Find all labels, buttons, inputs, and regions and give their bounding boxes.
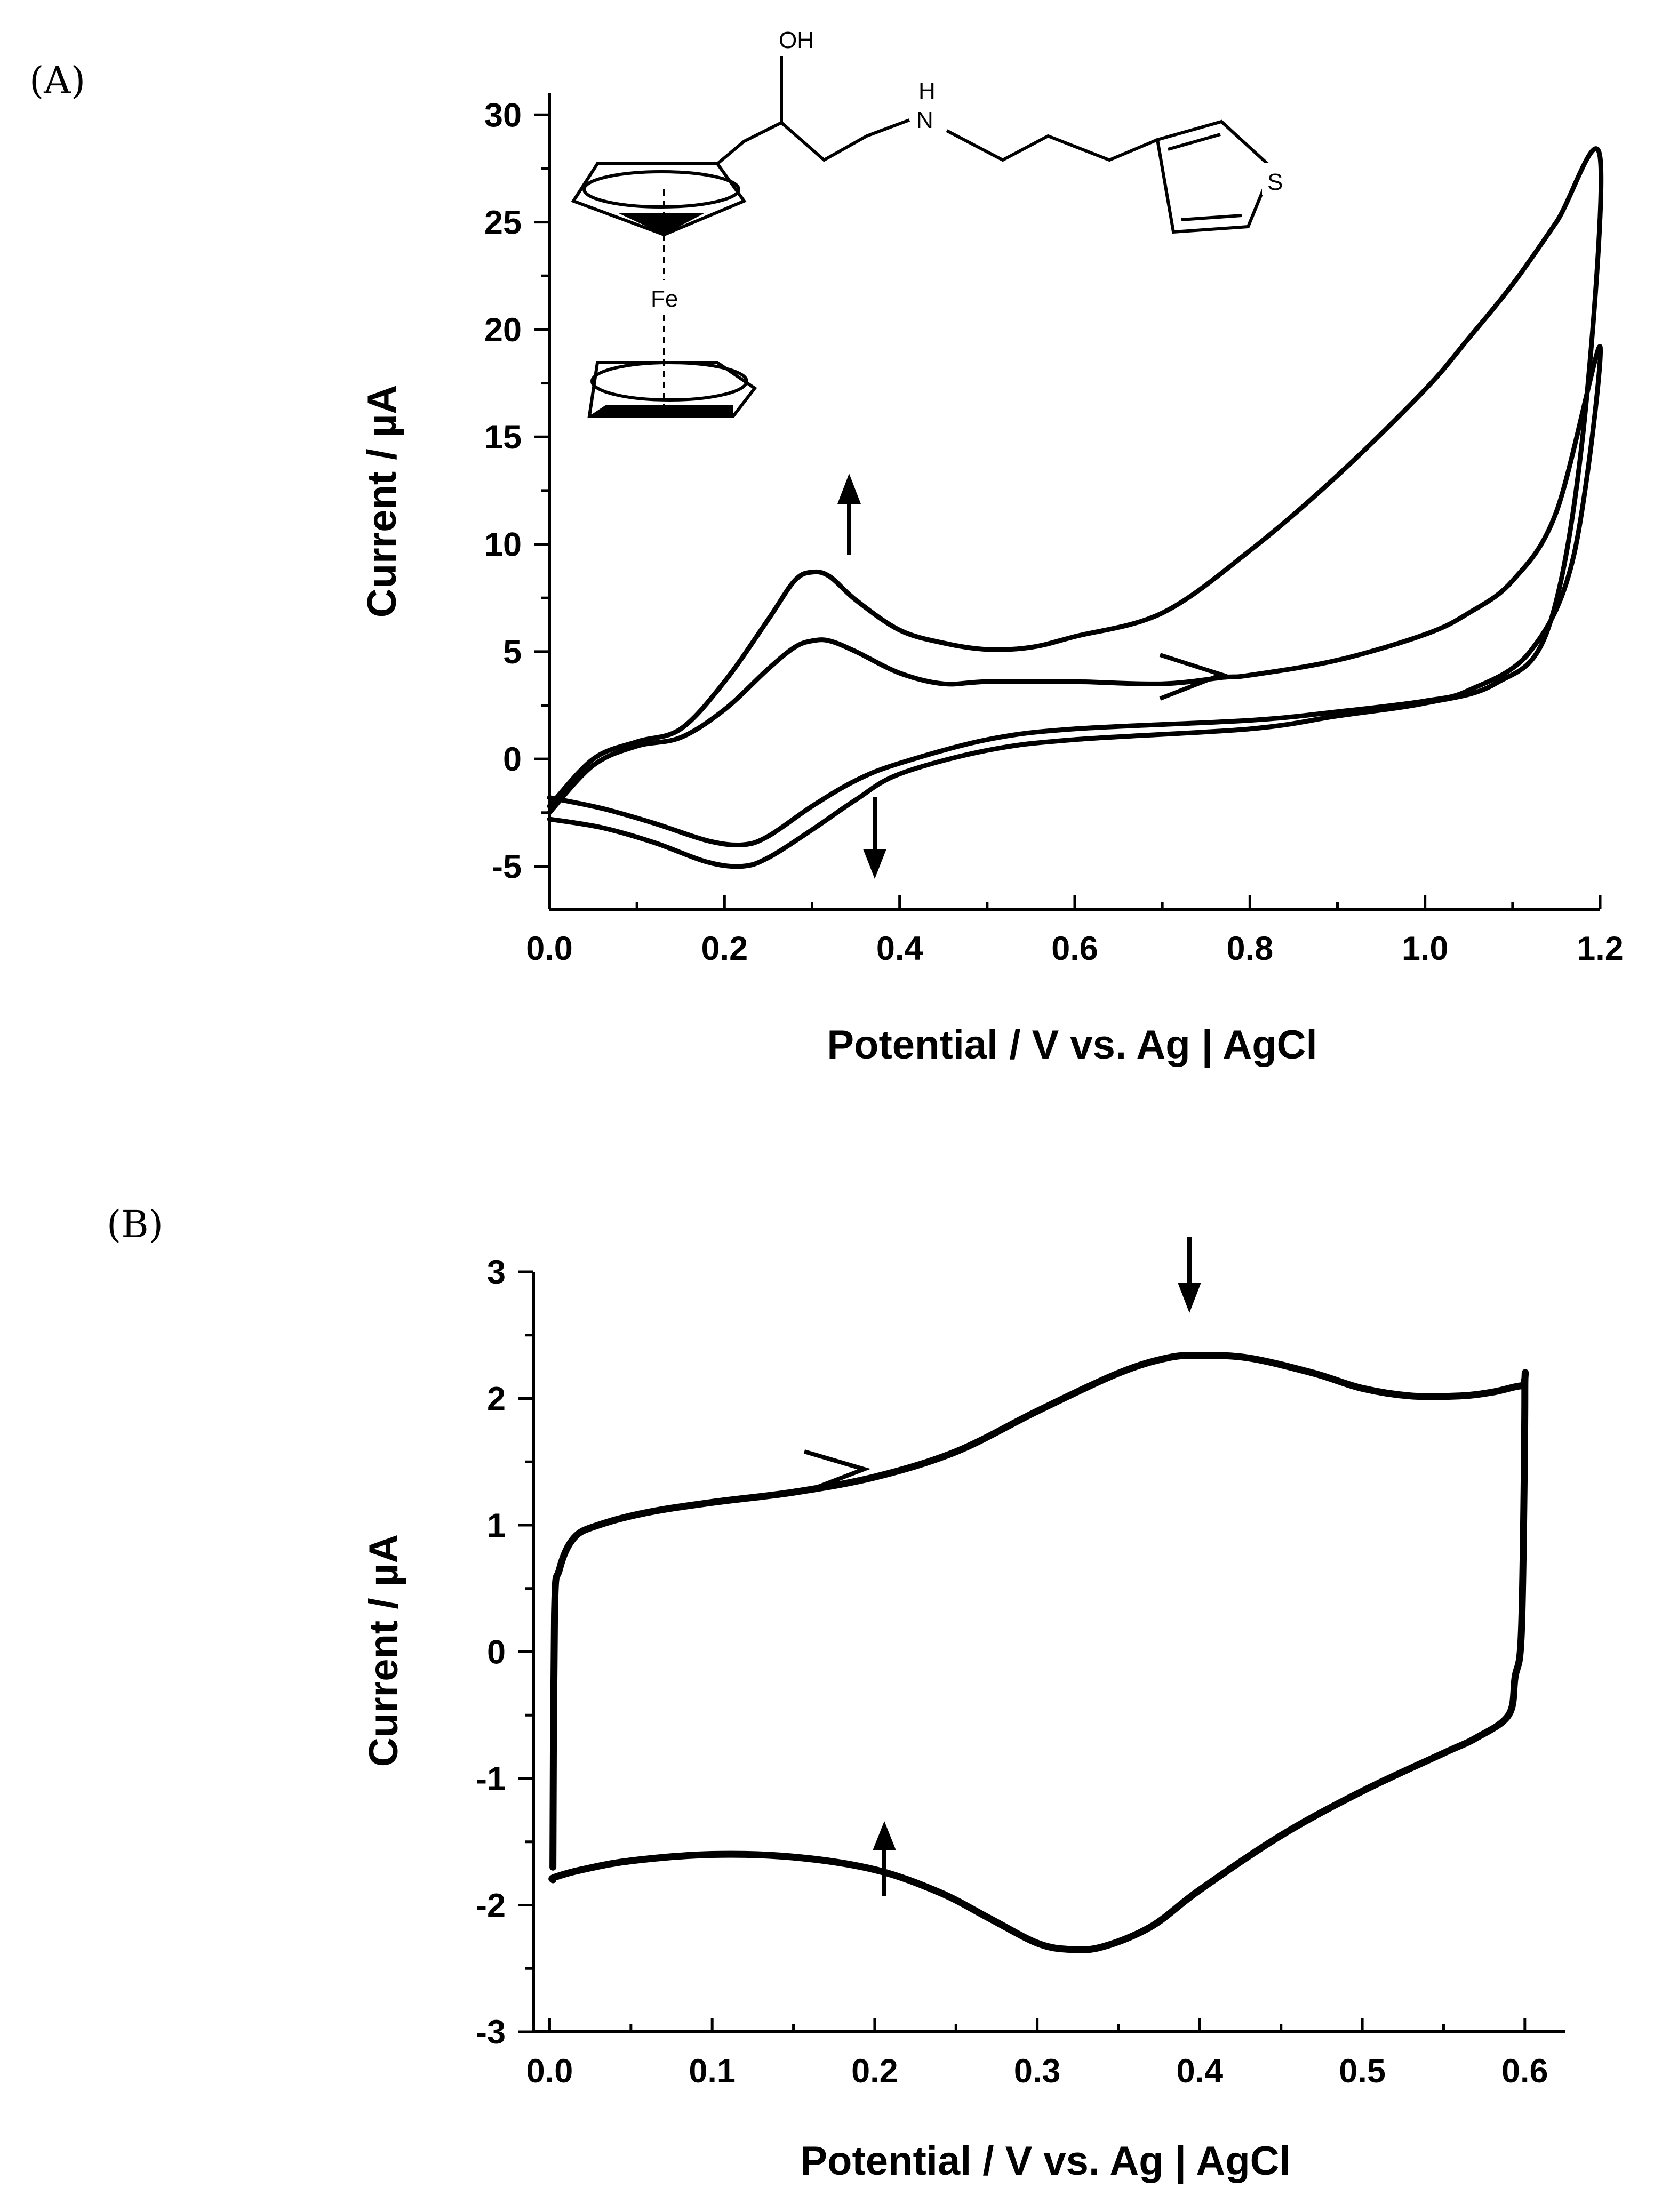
- x-tick-label: 0.8: [1227, 930, 1274, 967]
- y-tick-label: -3: [476, 2014, 506, 2051]
- y-tick-label: 1: [487, 1507, 506, 1544]
- hydroxyl-label: OH: [779, 27, 814, 53]
- chart-a-tick-labels: 0.0 0.2 0.4 0.6 0.8 1.0 1.2 -5 0 5 10 15 20 25 30: [484, 97, 1624, 967]
- chart-a: 0.0 0.2 0.4 0.6 0.8 1.0 1.2 -5 0 5 10 15 20 25 30 Pote…: [359, 27, 1624, 1068]
- chart-a-ticks: [534, 113, 1602, 909]
- x-tick-label: 0.6: [1501, 2053, 1548, 2090]
- y-tick-label: -1: [476, 1760, 506, 1798]
- chart-b-ticks: [518, 1270, 1527, 2033]
- y-tick-label: 2: [487, 1381, 506, 1418]
- y-tick-label: 3: [487, 1254, 506, 1291]
- chart-a-arrow-up: [837, 474, 861, 555]
- y-tick-label: 25: [484, 204, 522, 242]
- chart-b-scan-direction-arrowhead: [803, 1449, 871, 1494]
- thiophene-ring: [1155, 119, 1274, 234]
- chart-a-arrow-down: [863, 797, 886, 879]
- x-tick-label: 0.4: [1177, 2053, 1224, 2090]
- y-tick-label: 0: [487, 1634, 506, 1671]
- x-tick-label: 0.0: [526, 930, 573, 967]
- y-tick-label: 5: [503, 634, 522, 671]
- thiophene-double-bond-1: [1168, 133, 1221, 151]
- chart-b-tick-labels: 0.0 0.1 0.2 0.3 0.4 0.5 0.6 -3 -2 -1 0 1 2 3: [476, 1254, 1548, 2090]
- chart-b-series: [548, 1352, 1529, 1954]
- upper-cp-ring: [571, 162, 747, 237]
- x-tick-label: 0.2: [851, 2053, 898, 2090]
- hydrogen-label: H: [918, 78, 936, 104]
- x-tick-label: 0.4: [876, 930, 923, 967]
- panel-label-a: (A): [29, 59, 85, 102]
- x-tick-label: 0.1: [689, 2053, 736, 2090]
- lower-cp-ring-wedge: [589, 405, 733, 416]
- thiophene-double-bond-2: [1181, 214, 1242, 221]
- y-tick-label: -5: [492, 848, 522, 885]
- panel-label-b: (B): [107, 1203, 163, 1246]
- series-line-2: [547, 146, 1604, 869]
- x-tick-label: 0.0: [526, 2053, 573, 2090]
- x-tick-label: 0.5: [1339, 2053, 1386, 2090]
- sulfur-gap: [1262, 163, 1290, 195]
- series-line-1: [548, 1352, 1529, 1954]
- y-tick-label: 20: [484, 311, 522, 349]
- x-tick-label: 1.2: [1577, 930, 1624, 967]
- lower-cp-ring-inner: [590, 361, 748, 402]
- x-tick-label: 0.2: [701, 930, 748, 967]
- chart-b-y-axis-title: Current / µA: [361, 1534, 406, 1767]
- chart-a-series: [547, 146, 1604, 869]
- side-chain: [716, 118, 910, 165]
- y-tick-label: 15: [484, 419, 522, 456]
- series-line-1: [547, 344, 1603, 848]
- y-tick-label: 30: [484, 97, 522, 134]
- chart-a-y-axis-title: Current / µA: [359, 385, 405, 618]
- upper-cp-ring-wedge: [619, 213, 704, 235]
- chart-b: 0.0 0.1 0.2 0.3 0.4 0.5 0.6 -3 -2 -1 0 1 2 3 Potentia…: [361, 1237, 1565, 2184]
- iron-atom-label: Fe: [651, 286, 678, 312]
- chart-a-x-axis-title: Potential / V vs. Ag | AgCl: [827, 1022, 1317, 1068]
- chart-a-scan-direction-arrowhead: [1159, 653, 1228, 701]
- ethyl-linker: [946, 129, 1158, 162]
- sulfur-label: S: [1267, 169, 1283, 195]
- y-tick-label: 10: [484, 526, 522, 564]
- chart-b-x-axis-title: Potential / V vs. Ag | AgCl: [800, 2138, 1290, 2184]
- chart-b-arrow-up: [873, 1821, 896, 1896]
- x-tick-label: 0.3: [1014, 2053, 1061, 2090]
- chart-a-molecule-inset: Fe OH H N S: [571, 27, 1290, 418]
- y-tick-label: -2: [476, 1887, 506, 1925]
- chart-b-axes: [532, 1272, 1565, 2033]
- nitrogen-label: N: [916, 107, 933, 133]
- upper-cp-ring-inner: [582, 170, 740, 209]
- x-tick-label: 0.6: [1051, 930, 1098, 967]
- y-tick-label: 0: [503, 741, 522, 778]
- x-tick-label: 1.0: [1402, 930, 1449, 967]
- chart-b-arrow-down: [1178, 1237, 1201, 1313]
